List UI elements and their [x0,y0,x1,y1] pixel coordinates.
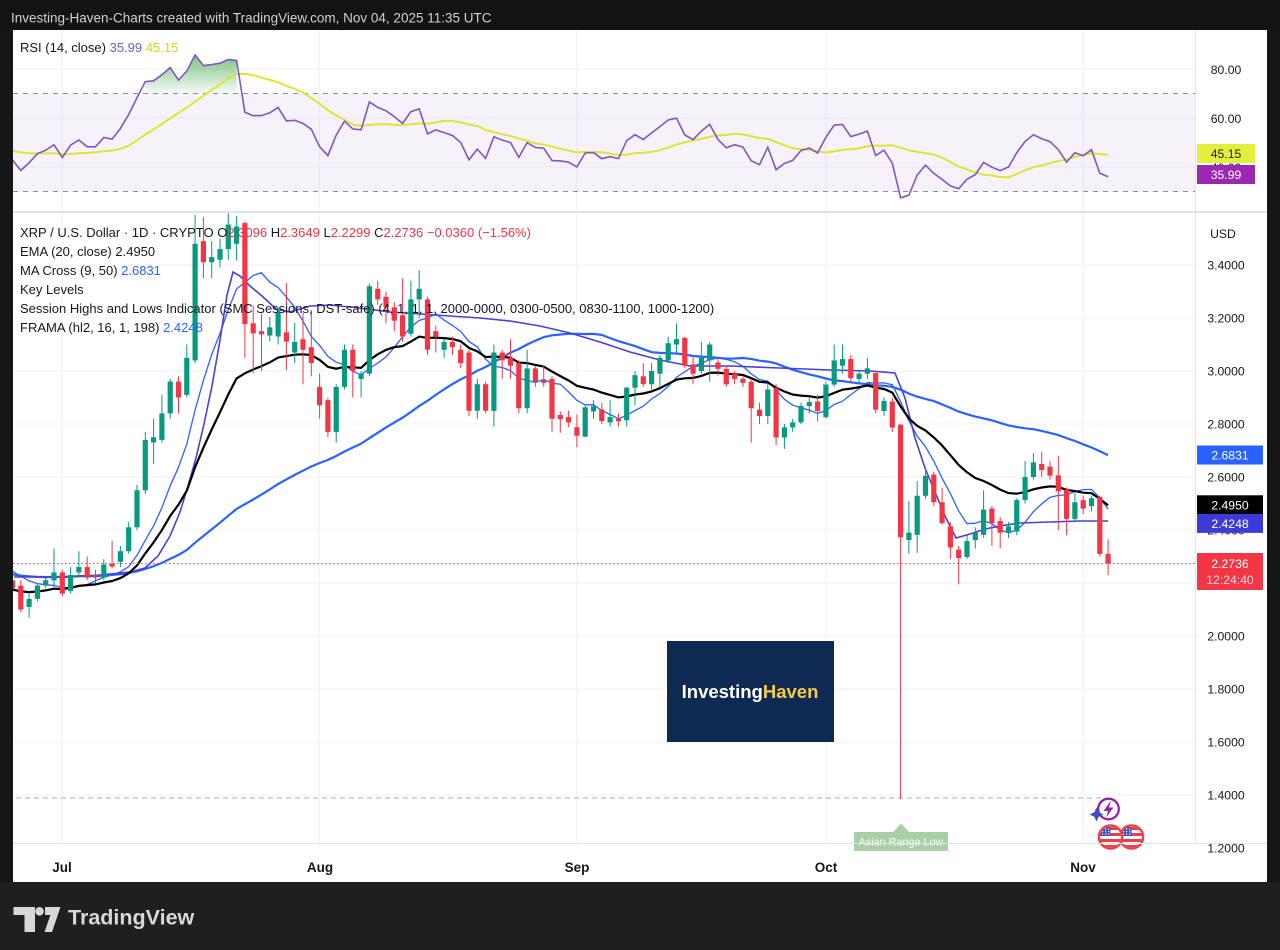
svg-text:2.2736: 2.2736 [1211,557,1248,571]
svg-text:1.4000: 1.4000 [1207,789,1244,803]
svg-text:12:24:40: 12:24:40 [1206,573,1254,587]
svg-text:Investing-Haven-Charts created: Investing-Haven-Charts created with Trad… [11,11,492,26]
svg-text:35.99: 35.99 [1211,168,1242,182]
svg-text:2.4248: 2.4248 [1211,517,1248,531]
svg-text:60.00: 60.00 [1211,112,1242,126]
svg-text:45.15: 45.15 [1211,147,1242,161]
svg-text:EMA (20, close) 2.4950: EMA (20, close) 2.4950 [20,244,155,259]
svg-text:Aug: Aug [307,860,333,875]
svg-text:Asian Range Low: Asian Range Low [859,837,944,849]
svg-text:MA Cross (9, 50) 2.6831: MA Cross (9, 50) 2.6831 [20,263,161,278]
svg-text:1.6000: 1.6000 [1207,736,1244,750]
svg-text:3.4000: 3.4000 [1207,259,1244,273]
svg-text:Jul: Jul [52,860,72,875]
svg-text:3.0000: 3.0000 [1207,365,1244,379]
svg-text:Session Highs and Lows Indicat: Session Highs and Lows Indicator (SMC Se… [20,301,714,316]
svg-text:1.2000: 1.2000 [1207,842,1244,856]
svg-text:2.0000: 2.0000 [1207,630,1244,644]
svg-text:Nov: Nov [1070,860,1096,875]
svg-text:1.8000: 1.8000 [1207,683,1244,697]
svg-text:2.4950: 2.4950 [1211,498,1248,512]
svg-text:USD: USD [1210,227,1236,241]
svg-text:80.00: 80.00 [1211,63,1242,77]
svg-text:3.2000: 3.2000 [1207,312,1244,326]
svg-text:2.8000: 2.8000 [1207,418,1244,432]
svg-text:2.6831: 2.6831 [1211,449,1248,463]
svg-text:Key Levels: Key Levels [20,282,84,297]
svg-text:RSI (14, close) 35.99 45.15: RSI (14, close) 35.99 45.15 [20,40,178,55]
svg-text:FRAMA (hl2, 16, 1, 198) 2.424: FRAMA (hl2, 16, 1, 198) 2.4248 [20,320,203,335]
svg-text:Sep: Sep [565,860,590,875]
svg-text:InvestingHaven: InvestingHaven [682,681,819,702]
svg-text:Oct: Oct [815,860,838,875]
svg-text:TradingView: TradingView [68,906,195,930]
svg-text:XRP / U.S. Dollar · 1D · CRYPT: XRP / U.S. Dollar · 1D · CRYPTO O2.3096 … [20,225,531,240]
svg-text:2.6000: 2.6000 [1207,471,1244,485]
